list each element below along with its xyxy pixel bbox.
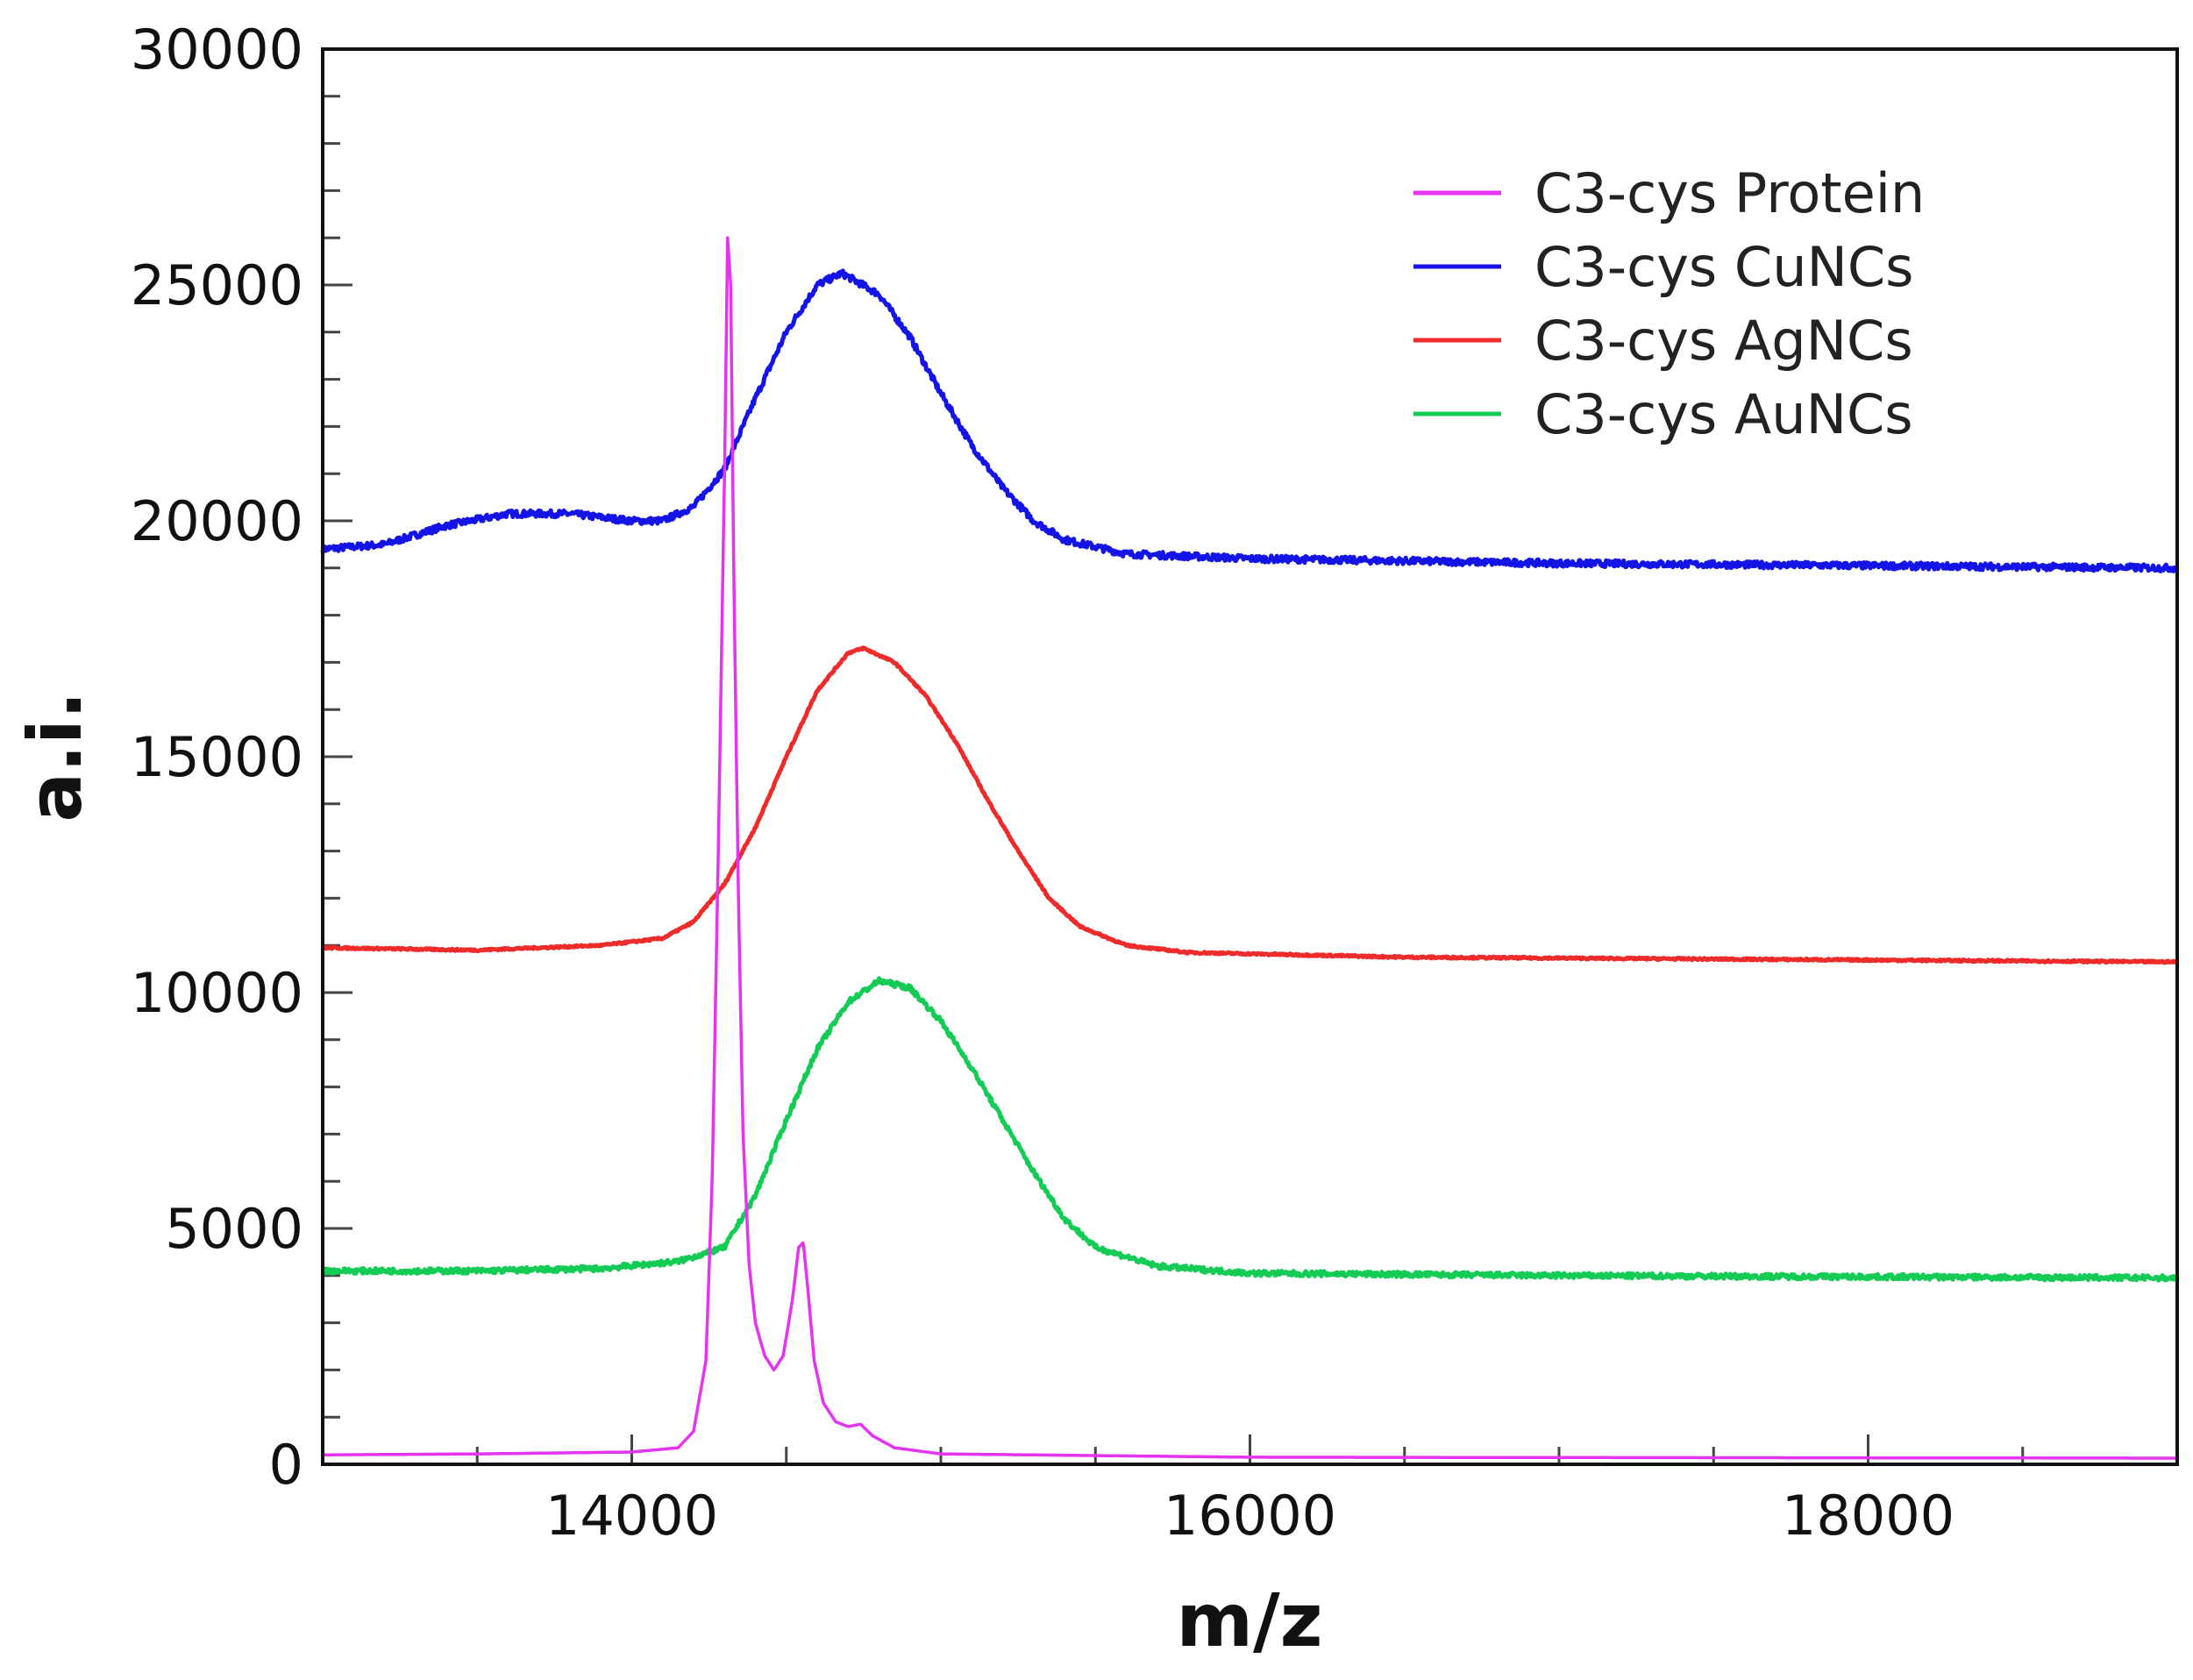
y-tick-label: 15000 [131,725,303,789]
legend-label: C3-cys CuNCs [1534,235,1913,299]
legend-label: C3-cys AuNCs [1534,382,1913,446]
x-tick-label: 16000 [1164,1484,1336,1548]
x-tick-label: 14000 [545,1484,718,1548]
y-tick-label: 5000 [165,1197,303,1261]
y-tick-label: 20000 [131,489,303,553]
series-line-c3-cys-cuncs [320,268,2179,573]
x-axis-title: m/z [1176,1577,1322,1663]
legend: C3-cys Protein C3-cys CuNCs C3-cys AgNCs C3… [1413,161,1925,446]
y-tick-label: 25000 [131,253,303,317]
y-tick-label: 30000 [131,18,303,82]
series-line-c3-cys-auncs [320,976,2180,1283]
y-axis-title: a.i. [12,691,98,822]
legend-label: C3-cys AgNCs [1534,309,1913,373]
legend-label: C3-cys Protein [1534,161,1925,225]
y-tick-label: 10000 [131,961,303,1025]
x-tick-label: 18000 [1782,1484,1954,1548]
series-line-c3-cys-protein [321,236,2179,1460]
y-tick-label: 0 [269,1433,303,1497]
series-line-c3-cys-agncs [321,645,2180,965]
plot-frame [321,47,2179,1466]
